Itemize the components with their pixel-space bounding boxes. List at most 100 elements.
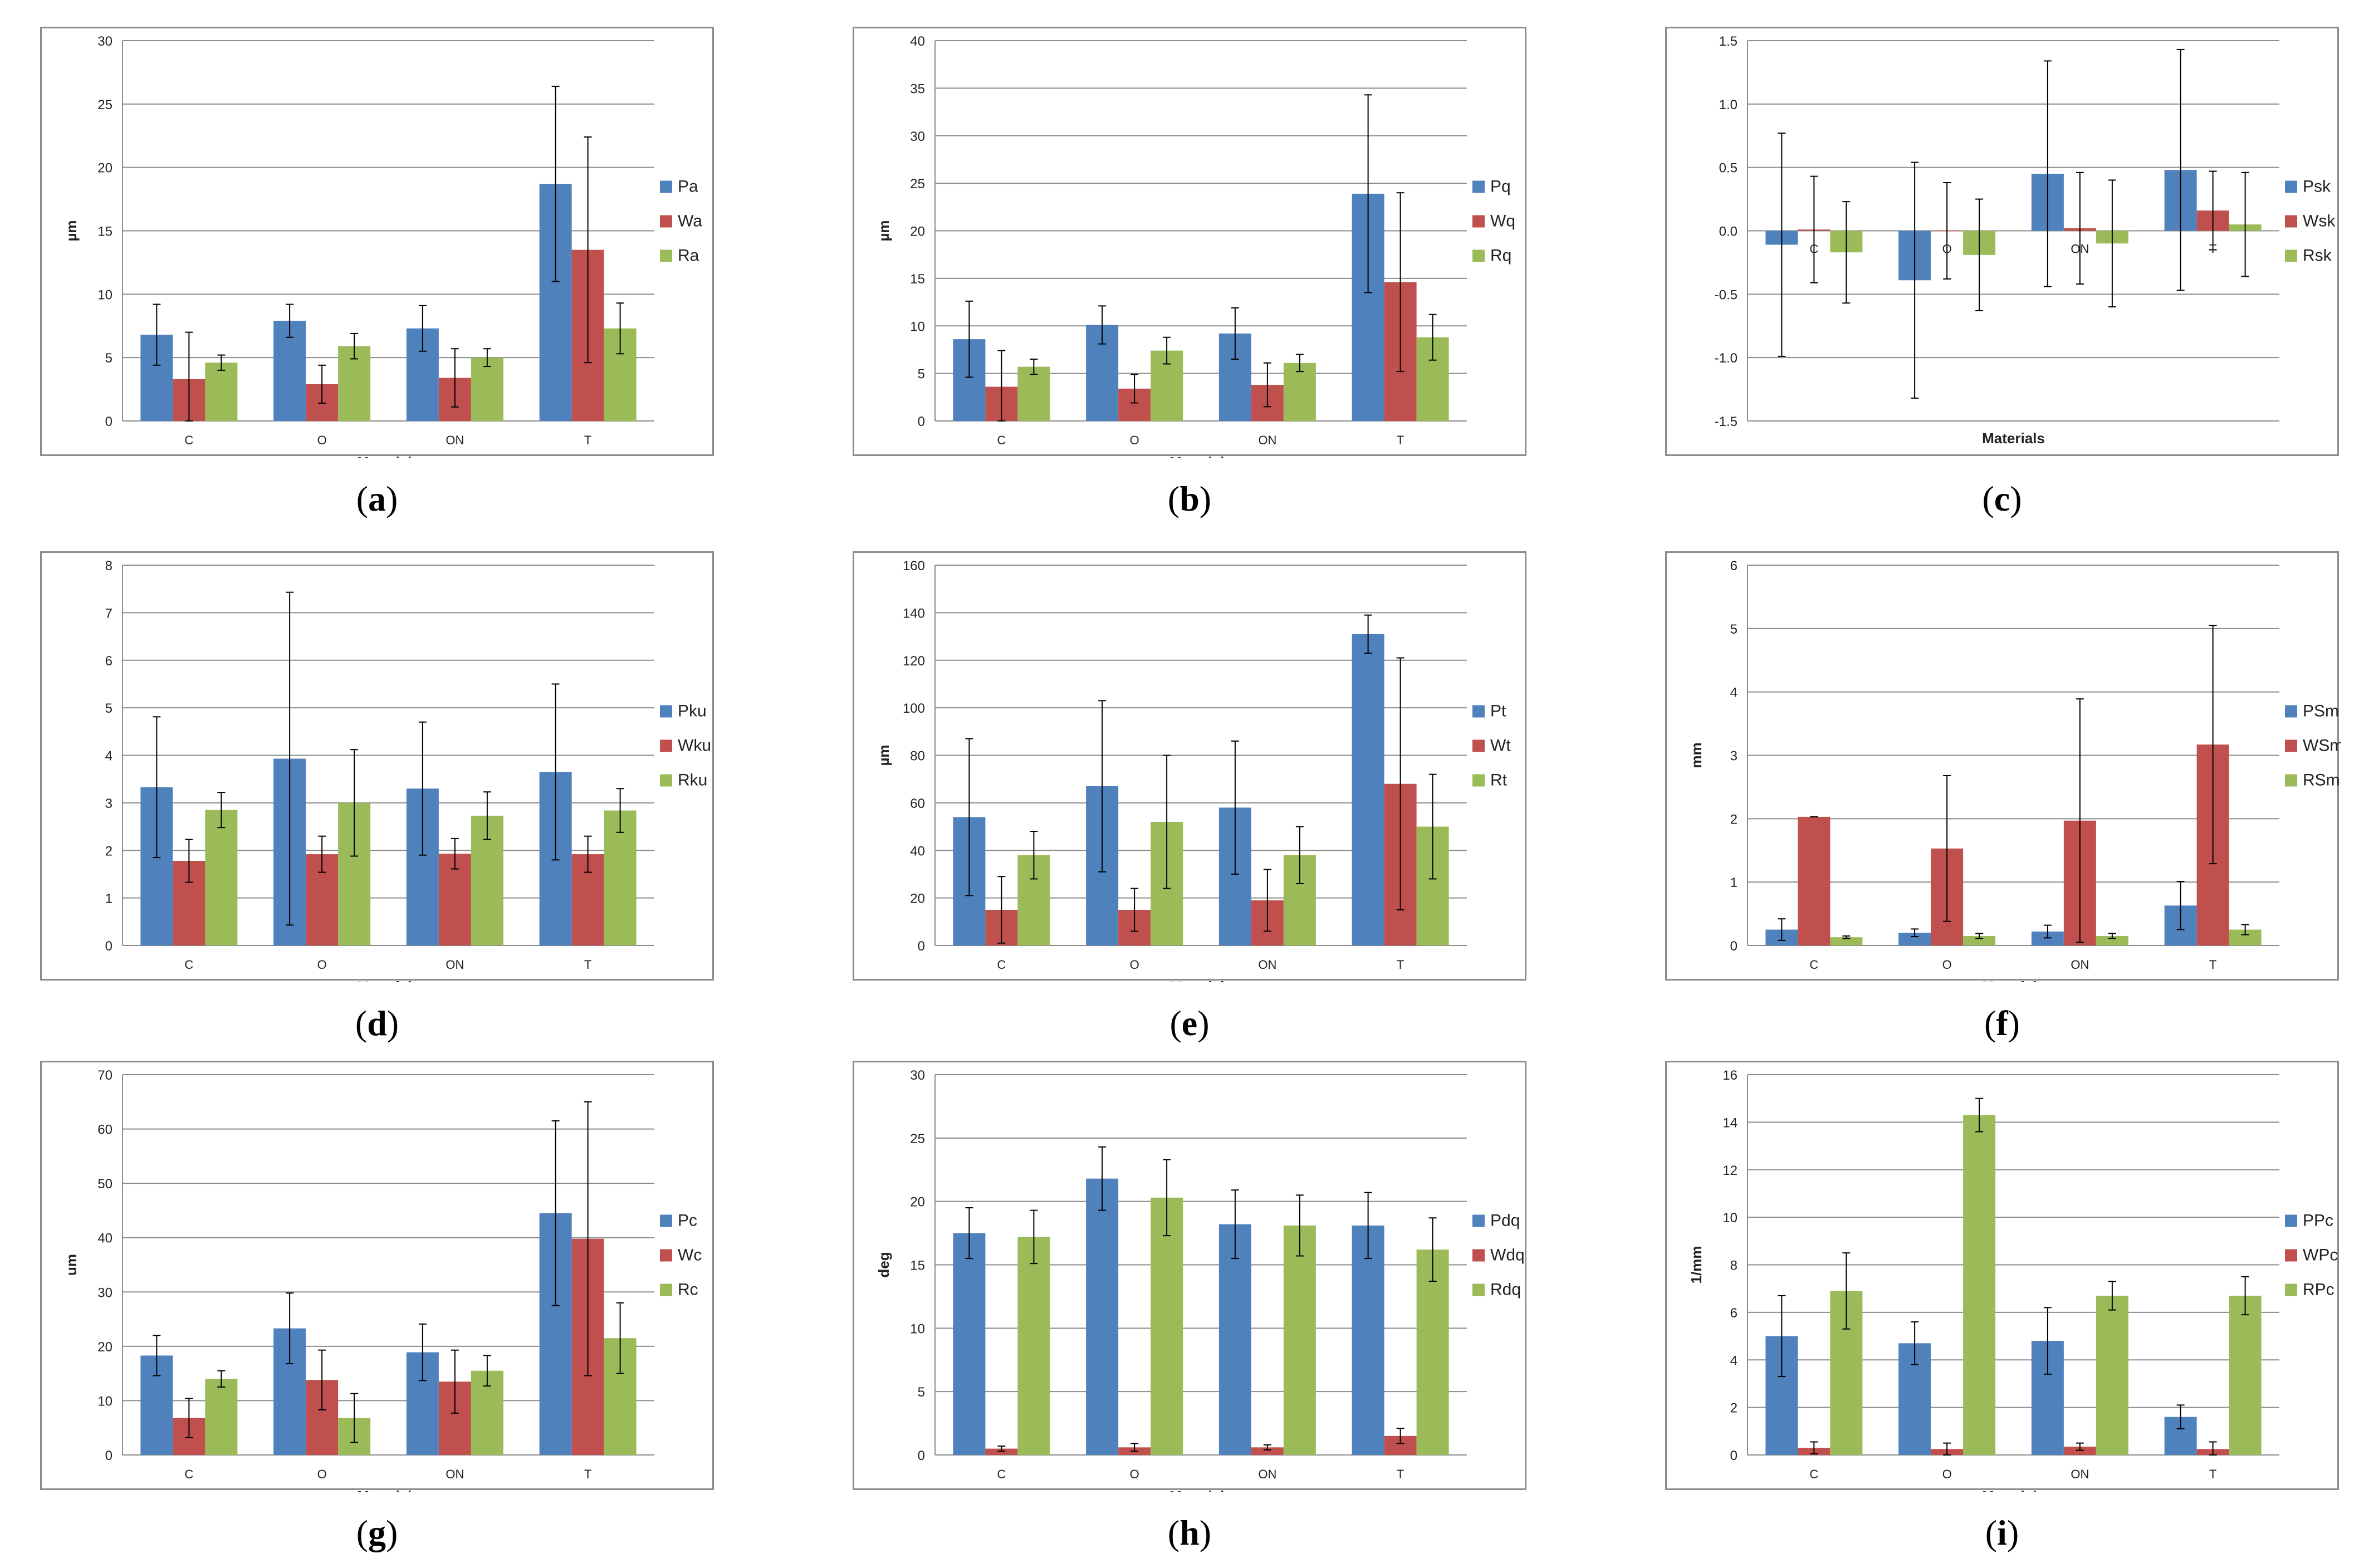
x-axis-title: Materials <box>1169 1488 1232 1492</box>
y-tick-label: 20 <box>910 224 925 239</box>
bar-PSm-O <box>1898 933 1931 945</box>
legend-swatch <box>1472 1249 1485 1262</box>
legend-swatch <box>2285 705 2297 718</box>
legend-swatch <box>660 739 672 752</box>
x-axis-title: Materials <box>1169 454 1232 458</box>
legend-label: Wku <box>678 737 711 755</box>
legend-swatch <box>1472 215 1485 228</box>
x-tick-label: T <box>1397 433 1404 447</box>
legend-swatch <box>660 1283 672 1296</box>
y-axis-label: deg <box>875 1252 892 1277</box>
x-tick-label: ON <box>2071 242 2089 256</box>
legend-swatch <box>660 180 672 193</box>
chart-panel-e: 0 20 40 60 80 100 120 140 160 µm C O ON T Materials Pt W… <box>853 551 1526 1059</box>
bar-Rdq-O <box>1151 1197 1183 1455</box>
x-tick-label: T <box>1397 1467 1404 1481</box>
legend-swatch <box>1472 1214 1485 1227</box>
y-tick-label: 14 <box>1722 1115 1738 1130</box>
y-tick-label: 120 <box>903 654 925 669</box>
legend-label: Pa <box>678 178 698 196</box>
y-tick-label: 0 <box>105 414 112 429</box>
legend-label: PSm <box>2303 702 2339 721</box>
legend-label: Rsk <box>2303 247 2332 265</box>
y-tick-label: -1.0 <box>1715 351 1738 366</box>
legend-swatch <box>2285 215 2297 228</box>
y-axis-label: µm <box>875 220 892 241</box>
bar-Pdq-C <box>953 1233 986 1455</box>
chart-frame: 0 1 2 3 4 5 6 mm C O ON T Materials PSm WSm RSm <box>1665 551 2341 982</box>
legend-swatch <box>2285 180 2297 193</box>
chart-svg-i: 0 2 4 6 8 10 12 14 16 1/mm C O ON T Materials PPc WPc RPc <box>1688 1068 2338 1492</box>
chart-panel-g: 0 10 20 30 40 50 60 70 um C O ON T Materials Pc Wc Rc (g) <box>40 1061 714 1568</box>
chart-panel-d: 0 1 2 3 4 5 6 7 8 C O ON T Materials Pku Wku Rku (d) <box>40 551 714 1059</box>
legend-label: PPc <box>2303 1212 2333 1230</box>
legend-label: RSm <box>2303 771 2340 790</box>
x-tick-label: C <box>184 433 193 447</box>
panel-caption: (d) <box>355 1003 399 1043</box>
chart-panel-a: 0 5 10 15 20 25 30 µm C O ON T Materials Pa Wa Ra (a) <box>40 27 714 534</box>
bar-Wdq-C <box>985 1448 1018 1455</box>
x-tick-label: T <box>2209 958 2216 972</box>
y-tick-label: 40 <box>910 34 925 49</box>
y-tick-label: 30 <box>97 34 112 49</box>
y-tick-label: 5 <box>918 1385 925 1400</box>
legend-swatch <box>660 1249 672 1262</box>
x-tick-label: T <box>584 1467 591 1481</box>
y-axis-label: µm <box>63 220 80 241</box>
y-tick-label: 10 <box>910 1321 925 1336</box>
bar-RPc-T <box>2229 1295 2262 1455</box>
legend-swatch <box>660 215 672 228</box>
x-tick-label: C <box>1809 958 1818 972</box>
chart-frame: 0 5 10 15 20 25 30 deg C O ON T Materials Pdq Wdq Rdq <box>853 1061 1526 1492</box>
legend-label: Pc <box>678 1212 697 1230</box>
y-tick-label: 3 <box>105 796 112 811</box>
x-tick-label: T <box>584 433 591 447</box>
y-tick-label: 25 <box>910 1131 925 1146</box>
panel-caption-letter: a <box>368 479 386 518</box>
bar-Pdq-ON <box>1218 1224 1251 1455</box>
legend-label: Pdq <box>1490 1212 1520 1230</box>
x-tick-label: O <box>1942 958 1952 972</box>
x-tick-label: C <box>184 958 193 972</box>
panel-caption-letter: h <box>1180 1513 1200 1552</box>
legend-label: Pt <box>1490 702 1506 721</box>
bar-RSm-C <box>1830 937 1863 945</box>
y-axis-label: 1/mm <box>1688 1246 1705 1284</box>
x-axis-title: Materials <box>357 1488 420 1492</box>
y-tick-label: 0 <box>105 1448 112 1463</box>
bar-Pdq-T <box>1352 1225 1384 1455</box>
y-tick-label: 15 <box>910 272 925 287</box>
bar-Pdq-O <box>1086 1178 1119 1455</box>
bar-Ra-C <box>205 362 238 421</box>
y-tick-label: 30 <box>910 129 925 144</box>
legend-label: Pq <box>1490 178 1511 196</box>
y-tick-label: 15 <box>910 1258 925 1273</box>
chart-panel-h: 0 5 10 15 20 25 30 deg C O ON T Materials Pdq Wdq Rdq (h… <box>853 1061 1526 1568</box>
x-axis-title: Materials <box>1982 1488 2045 1492</box>
chart-frame: 0 10 20 30 40 50 60 70 um C O ON T Materials Pc Wc Rc <box>40 1061 714 1492</box>
bar-RPc-O <box>1963 1115 1996 1455</box>
y-tick-label: 0 <box>918 939 925 954</box>
legend-swatch <box>2285 1249 2297 1262</box>
legend-label: Pku <box>678 702 707 721</box>
bar-Rku-T <box>604 810 637 945</box>
x-tick-label: T <box>2209 1467 2216 1481</box>
chart-svg-h: 0 5 10 15 20 25 30 deg C O ON T Materials Pdq Wdq Rdq <box>875 1068 1525 1492</box>
x-axis-title: Materials <box>1982 978 2045 982</box>
x-tick-label: O <box>1942 1467 1952 1481</box>
y-tick-label: 2 <box>1730 812 1738 827</box>
x-tick-label: ON <box>2071 958 2089 972</box>
x-tick-label: T <box>1397 958 1404 972</box>
legend-label: Rku <box>678 771 707 790</box>
bar-RSm-O <box>1963 935 1996 945</box>
x-axis-title: Materials <box>357 454 420 458</box>
bar-Rq-C <box>1017 366 1050 421</box>
legend-label: WPc <box>2303 1246 2338 1265</box>
y-tick-label: 8 <box>105 558 112 574</box>
y-tick-label: 0 <box>918 1448 925 1463</box>
chart-panel-c: -1.5 -1.0 -0.5 0.0 0.5 1.0 1.5 C O ON T Materials Ps… <box>1665 27 2339 534</box>
y-tick-label: 25 <box>97 97 112 112</box>
x-tick-label: T <box>584 958 591 972</box>
y-tick-label: 20 <box>97 1340 112 1355</box>
y-tick-label: 0.0 <box>1719 224 1738 239</box>
